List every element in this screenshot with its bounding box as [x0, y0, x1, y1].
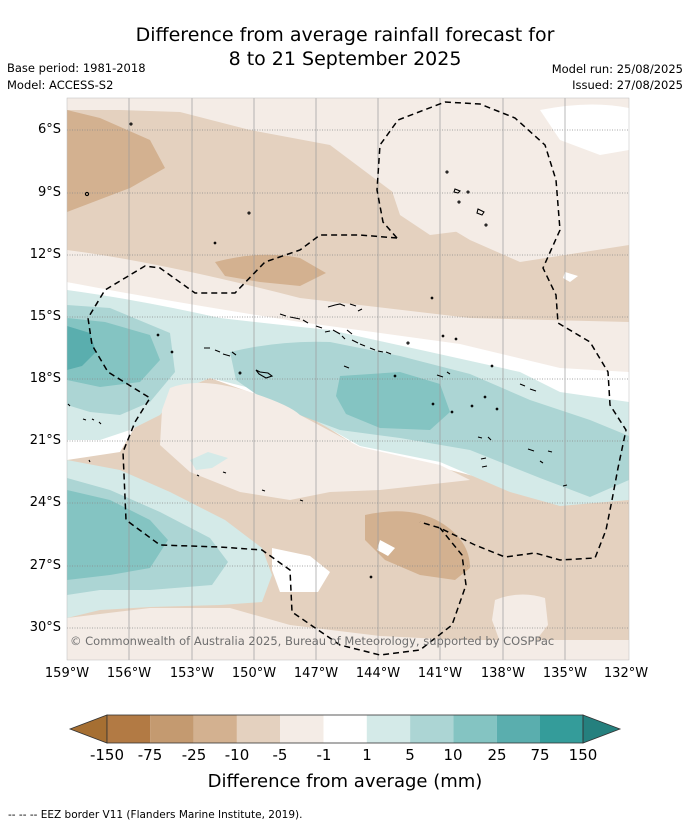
- x-tick-label: 159°W: [44, 666, 90, 681]
- colorbar-label: 25: [487, 746, 507, 764]
- colorbar-label: 5: [405, 746, 415, 764]
- contour-wet-25-sw: [67, 490, 168, 580]
- contour-slightly-dry-band: [67, 250, 629, 380]
- contour-slightly-dry-south: [160, 382, 470, 500]
- colorbar-label: -75: [137, 746, 163, 764]
- latitude-gridlines: [67, 129, 629, 629]
- colorbar-label: 1: [362, 746, 372, 764]
- y-tick-label: 21°S: [29, 433, 61, 448]
- colorbar-swatch-1: [107, 715, 151, 743]
- colorbar-swatch-9: [453, 715, 497, 743]
- x-tick-label: 141°W: [417, 666, 463, 681]
- colorbar-label: 10: [443, 746, 463, 764]
- contour-slightly-dry-se: [492, 594, 548, 648]
- colorbar-extend-high: [582, 714, 622, 744]
- x-tick-label: 150°W: [231, 666, 277, 681]
- x-tick-label: 153°W: [169, 666, 215, 681]
- issued-label: Issued: 27/08/2025: [572, 78, 683, 92]
- x-tick-label: 135°W: [542, 666, 588, 681]
- contour-dry-nw: [67, 110, 165, 212]
- model-run-label: Model run: 25/08/2025: [551, 62, 683, 76]
- x-tick-label: 132°W: [603, 666, 649, 681]
- contour-wet-25-centre: [336, 372, 450, 430]
- colorbar-label: 150: [568, 746, 598, 764]
- colorbar-label: -5: [272, 746, 288, 764]
- x-tick-label: 144°W: [355, 666, 401, 681]
- contour-neutral-sw: [272, 548, 330, 592]
- colorbar: [68, 714, 622, 744]
- colorbar-label: -10: [224, 746, 250, 764]
- eez-border-lines: [87, 101, 627, 656]
- colorbar-label: -1: [316, 746, 332, 764]
- map-title-line-2: 8 to 21 September 2025: [228, 48, 462, 70]
- contour-wet-75-west: [67, 326, 96, 370]
- contour-neutral-islet-south: [377, 540, 395, 556]
- colorbar-label: -25: [181, 746, 207, 764]
- colorbar-swatch-4: [236, 715, 281, 743]
- colorbar-label: 75: [530, 746, 550, 764]
- map-frame: [66, 97, 630, 661]
- contour-slightly-dry-south-edge: [67, 608, 629, 660]
- contour-dry-12s: [215, 254, 326, 286]
- base-period-label: Base period: 1981-2018: [7, 61, 146, 75]
- colorbar-swatch-3: [193, 715, 237, 743]
- colorbar-swatch-11: [540, 715, 583, 743]
- colorbar-swatch-7: [366, 715, 411, 743]
- x-tick-label: 138°W: [480, 666, 526, 681]
- colorbar-label: -150: [89, 746, 125, 764]
- y-tick-label: 12°S: [29, 247, 61, 262]
- y-tick-label: 6°S: [37, 122, 61, 137]
- colorbar-extend-low: [68, 714, 108, 744]
- colorbar-swatch-10: [496, 715, 540, 743]
- longitude-gridlines: [128, 98, 566, 660]
- colorbar-swatch-2: [150, 715, 194, 743]
- y-tick-label: 9°S: [37, 185, 61, 200]
- eez-legend: -- -- -- EEZ border V11 (Flanders Marine…: [8, 809, 303, 821]
- y-tick-label: 18°S: [29, 371, 61, 386]
- island-outlines: [67, 122, 568, 579]
- copyright-notice: © Commonwealth of Australia 2025, Bureau…: [70, 634, 555, 648]
- y-tick-label: 24°S: [29, 495, 61, 510]
- x-tick-label: 156°W: [106, 666, 152, 681]
- contour-dry-26s: [365, 511, 470, 580]
- colorbar-swatch-5: [280, 715, 324, 743]
- model-label: Model: ACCESS-S2: [7, 78, 114, 92]
- colorbar-swatch-6: [323, 715, 367, 743]
- y-tick-label: 27°S: [29, 558, 61, 573]
- contour-wet-5-islet: [190, 452, 228, 470]
- x-tick-label: 147°W: [293, 666, 339, 681]
- y-tick-label: 30°S: [29, 620, 61, 635]
- map-title-line-1: Difference from average rainfall forecas…: [135, 24, 555, 46]
- y-tick-label: 15°S: [29, 309, 61, 324]
- colorbar-swatch-8: [410, 715, 454, 743]
- map-contours: [67, 98, 629, 660]
- colorbar-frame: [106, 714, 584, 744]
- contour-neutral-islet-ne: [563, 272, 578, 282]
- colorbar-title: Difference from average (mm): [207, 771, 483, 792]
